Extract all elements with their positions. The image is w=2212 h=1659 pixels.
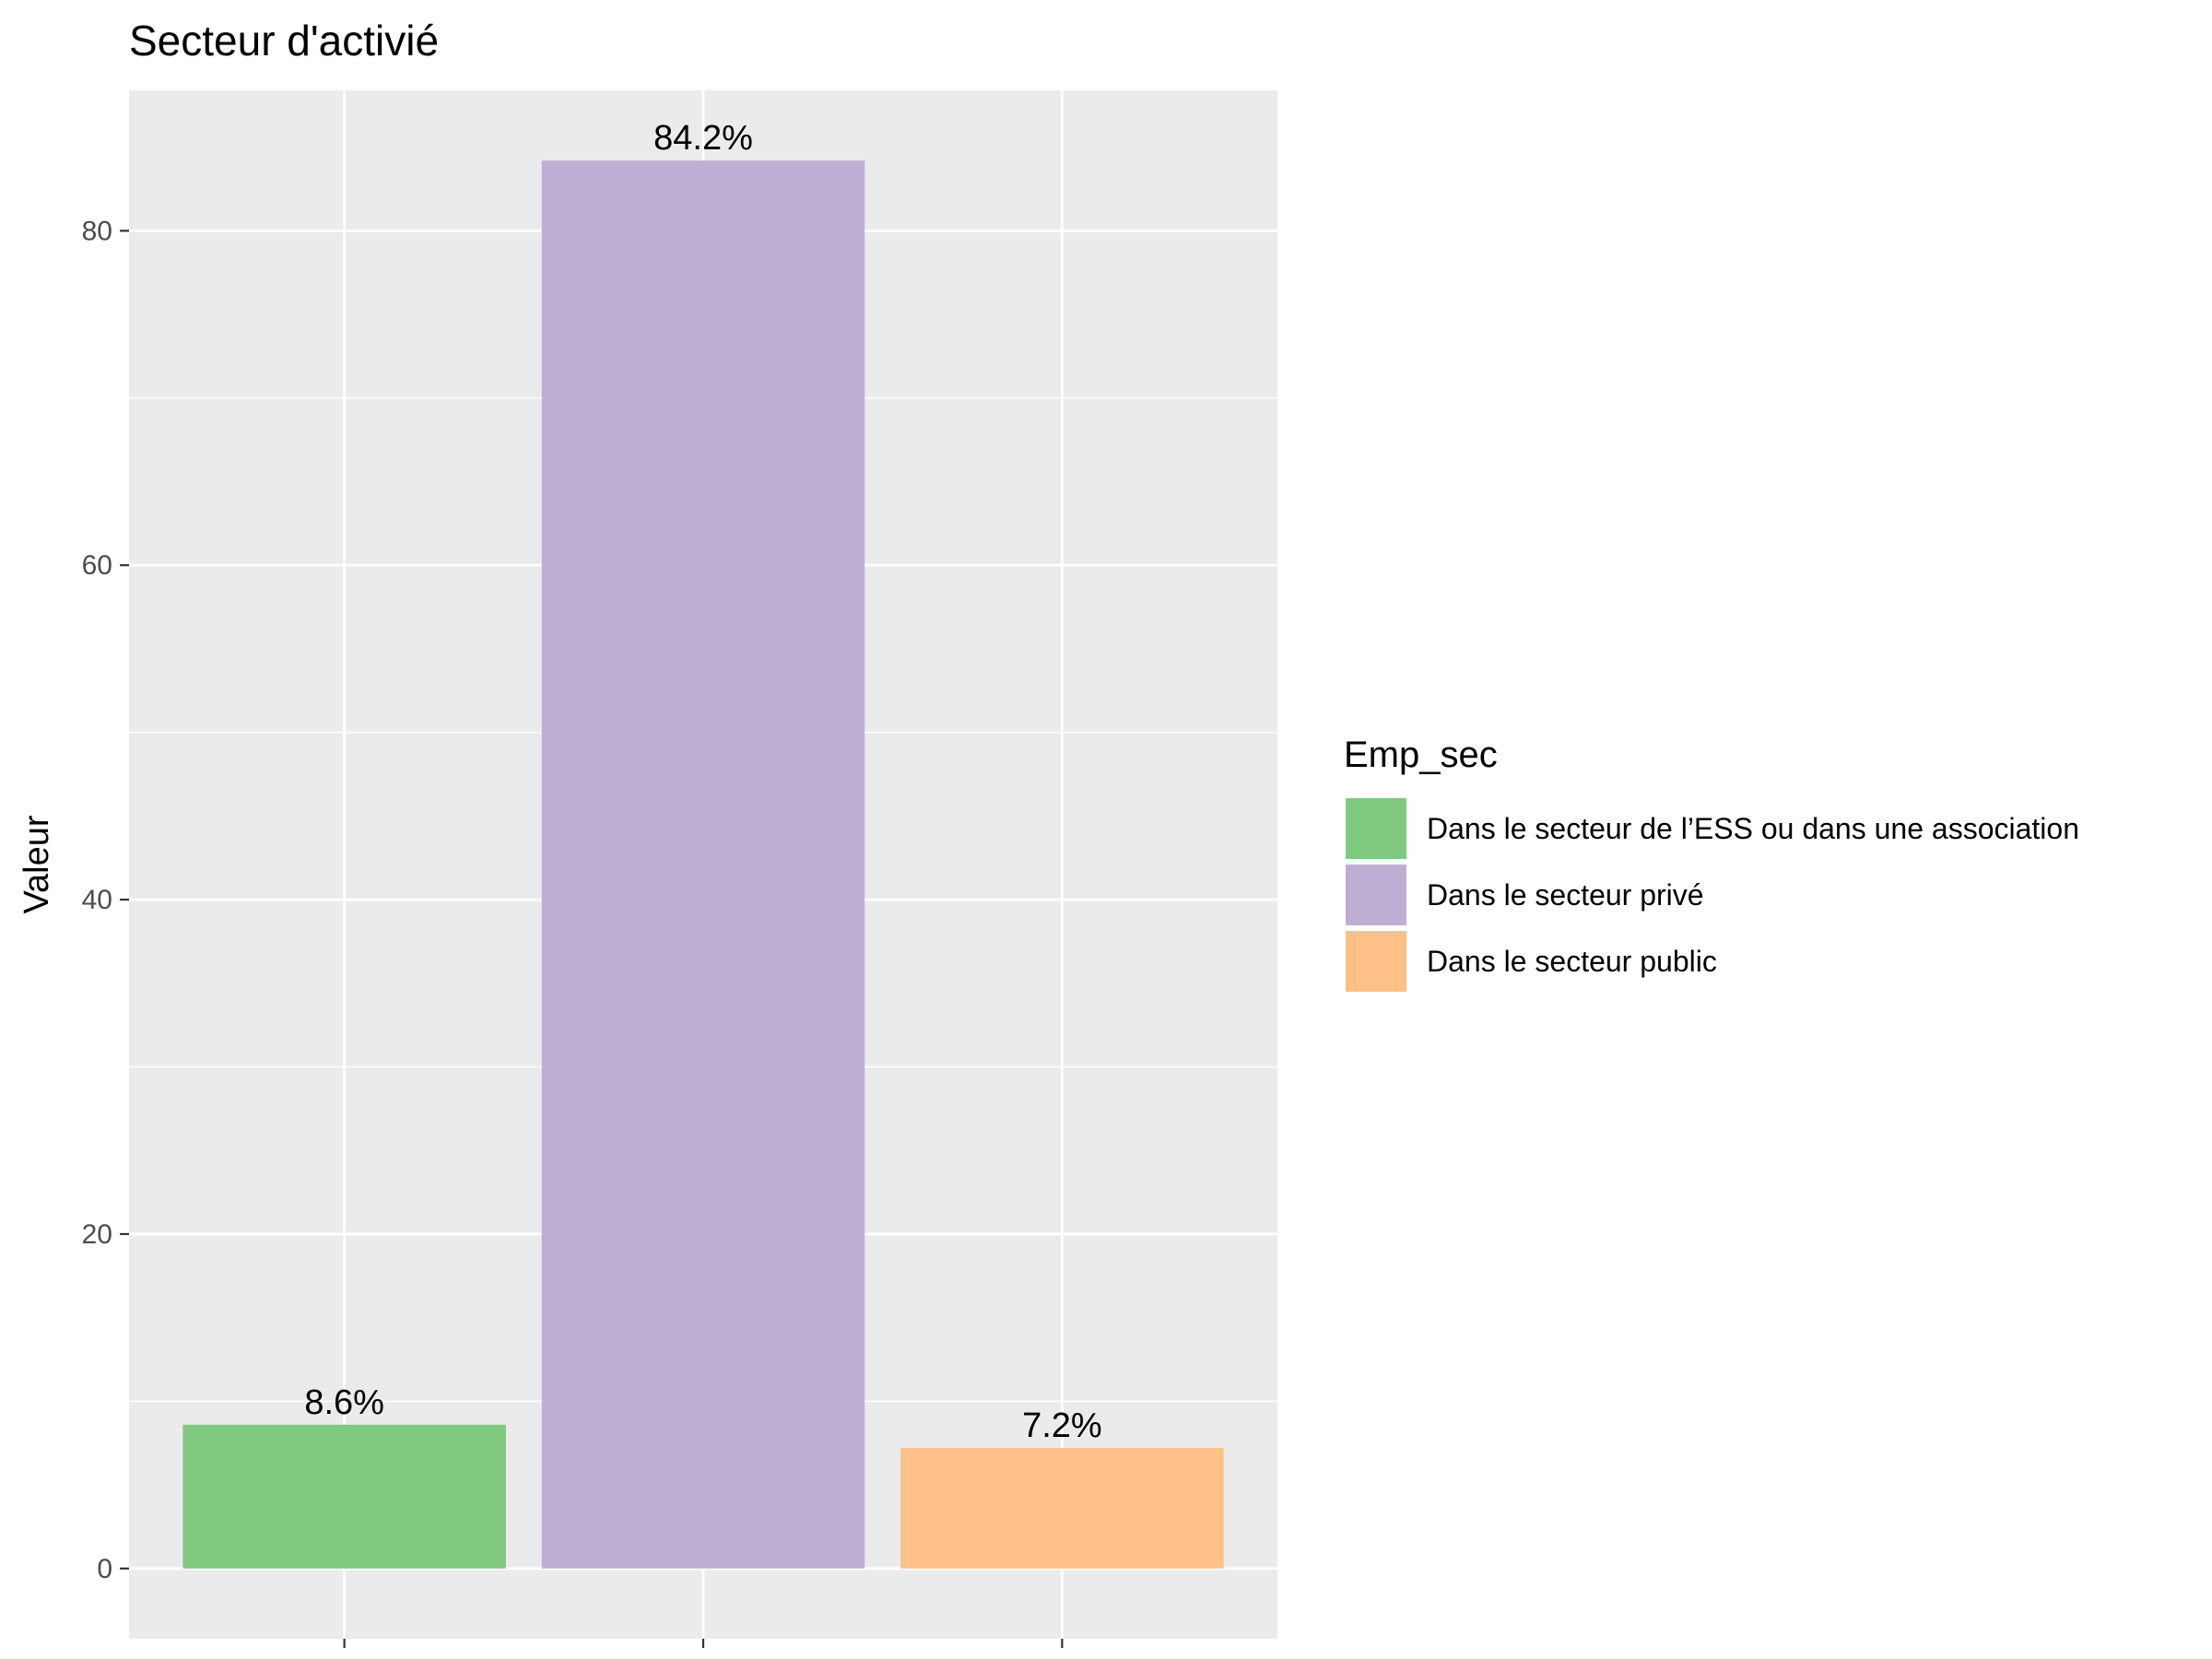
y-tick-label: 60 bbox=[82, 550, 112, 581]
bar bbox=[900, 1448, 1224, 1569]
y-axis-title: Valeur bbox=[18, 815, 56, 913]
y-tick-label: 80 bbox=[82, 216, 112, 246]
legend: Emp_sec Dans le secteur de l’ESS ou dans… bbox=[1344, 735, 2079, 994]
data-label: 8.6% bbox=[304, 1383, 384, 1422]
chart-title: Secteur d'activié bbox=[129, 17, 439, 65]
bars bbox=[182, 160, 1224, 1569]
legend-key bbox=[1344, 796, 1408, 861]
y-tick-label: 20 bbox=[82, 1219, 112, 1250]
legend-title: Emp_sec bbox=[1344, 735, 1498, 775]
y-tick-label: 40 bbox=[82, 885, 112, 915]
bar bbox=[182, 1424, 506, 1569]
legend-label: Dans le secteur public bbox=[1427, 945, 1717, 978]
data-label: 7.2% bbox=[1022, 1406, 1102, 1445]
axes: 0 20 40 60 80 bbox=[82, 216, 1064, 1648]
data-labels: 8.6% 84.2% 7.2% bbox=[304, 119, 1101, 1445]
legend-key bbox=[1344, 863, 1408, 927]
y-tick-label: 0 bbox=[97, 1554, 112, 1584]
data-label: 84.2% bbox=[653, 119, 753, 158]
bar bbox=[541, 160, 865, 1569]
legend-label: Dans le secteur de l’ESS ou dans une ass… bbox=[1427, 812, 2079, 845]
legend-key bbox=[1344, 929, 1408, 994]
legend-label: Dans le secteur privé bbox=[1427, 878, 1704, 912]
